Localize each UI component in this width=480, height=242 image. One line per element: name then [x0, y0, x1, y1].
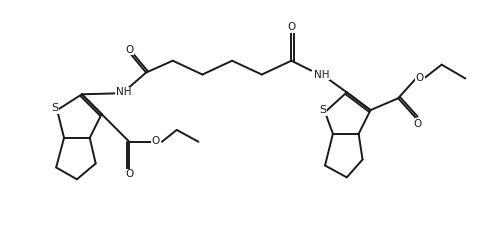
Text: NH: NH: [314, 69, 330, 80]
Text: NH: NH: [116, 87, 131, 97]
Text: O: O: [414, 119, 422, 129]
Text: O: O: [287, 22, 296, 32]
Text: O: O: [125, 169, 133, 179]
Text: O: O: [125, 45, 133, 55]
Text: O: O: [416, 73, 424, 83]
Text: S: S: [320, 105, 326, 115]
Text: O: O: [152, 136, 160, 146]
Text: S: S: [51, 103, 59, 113]
